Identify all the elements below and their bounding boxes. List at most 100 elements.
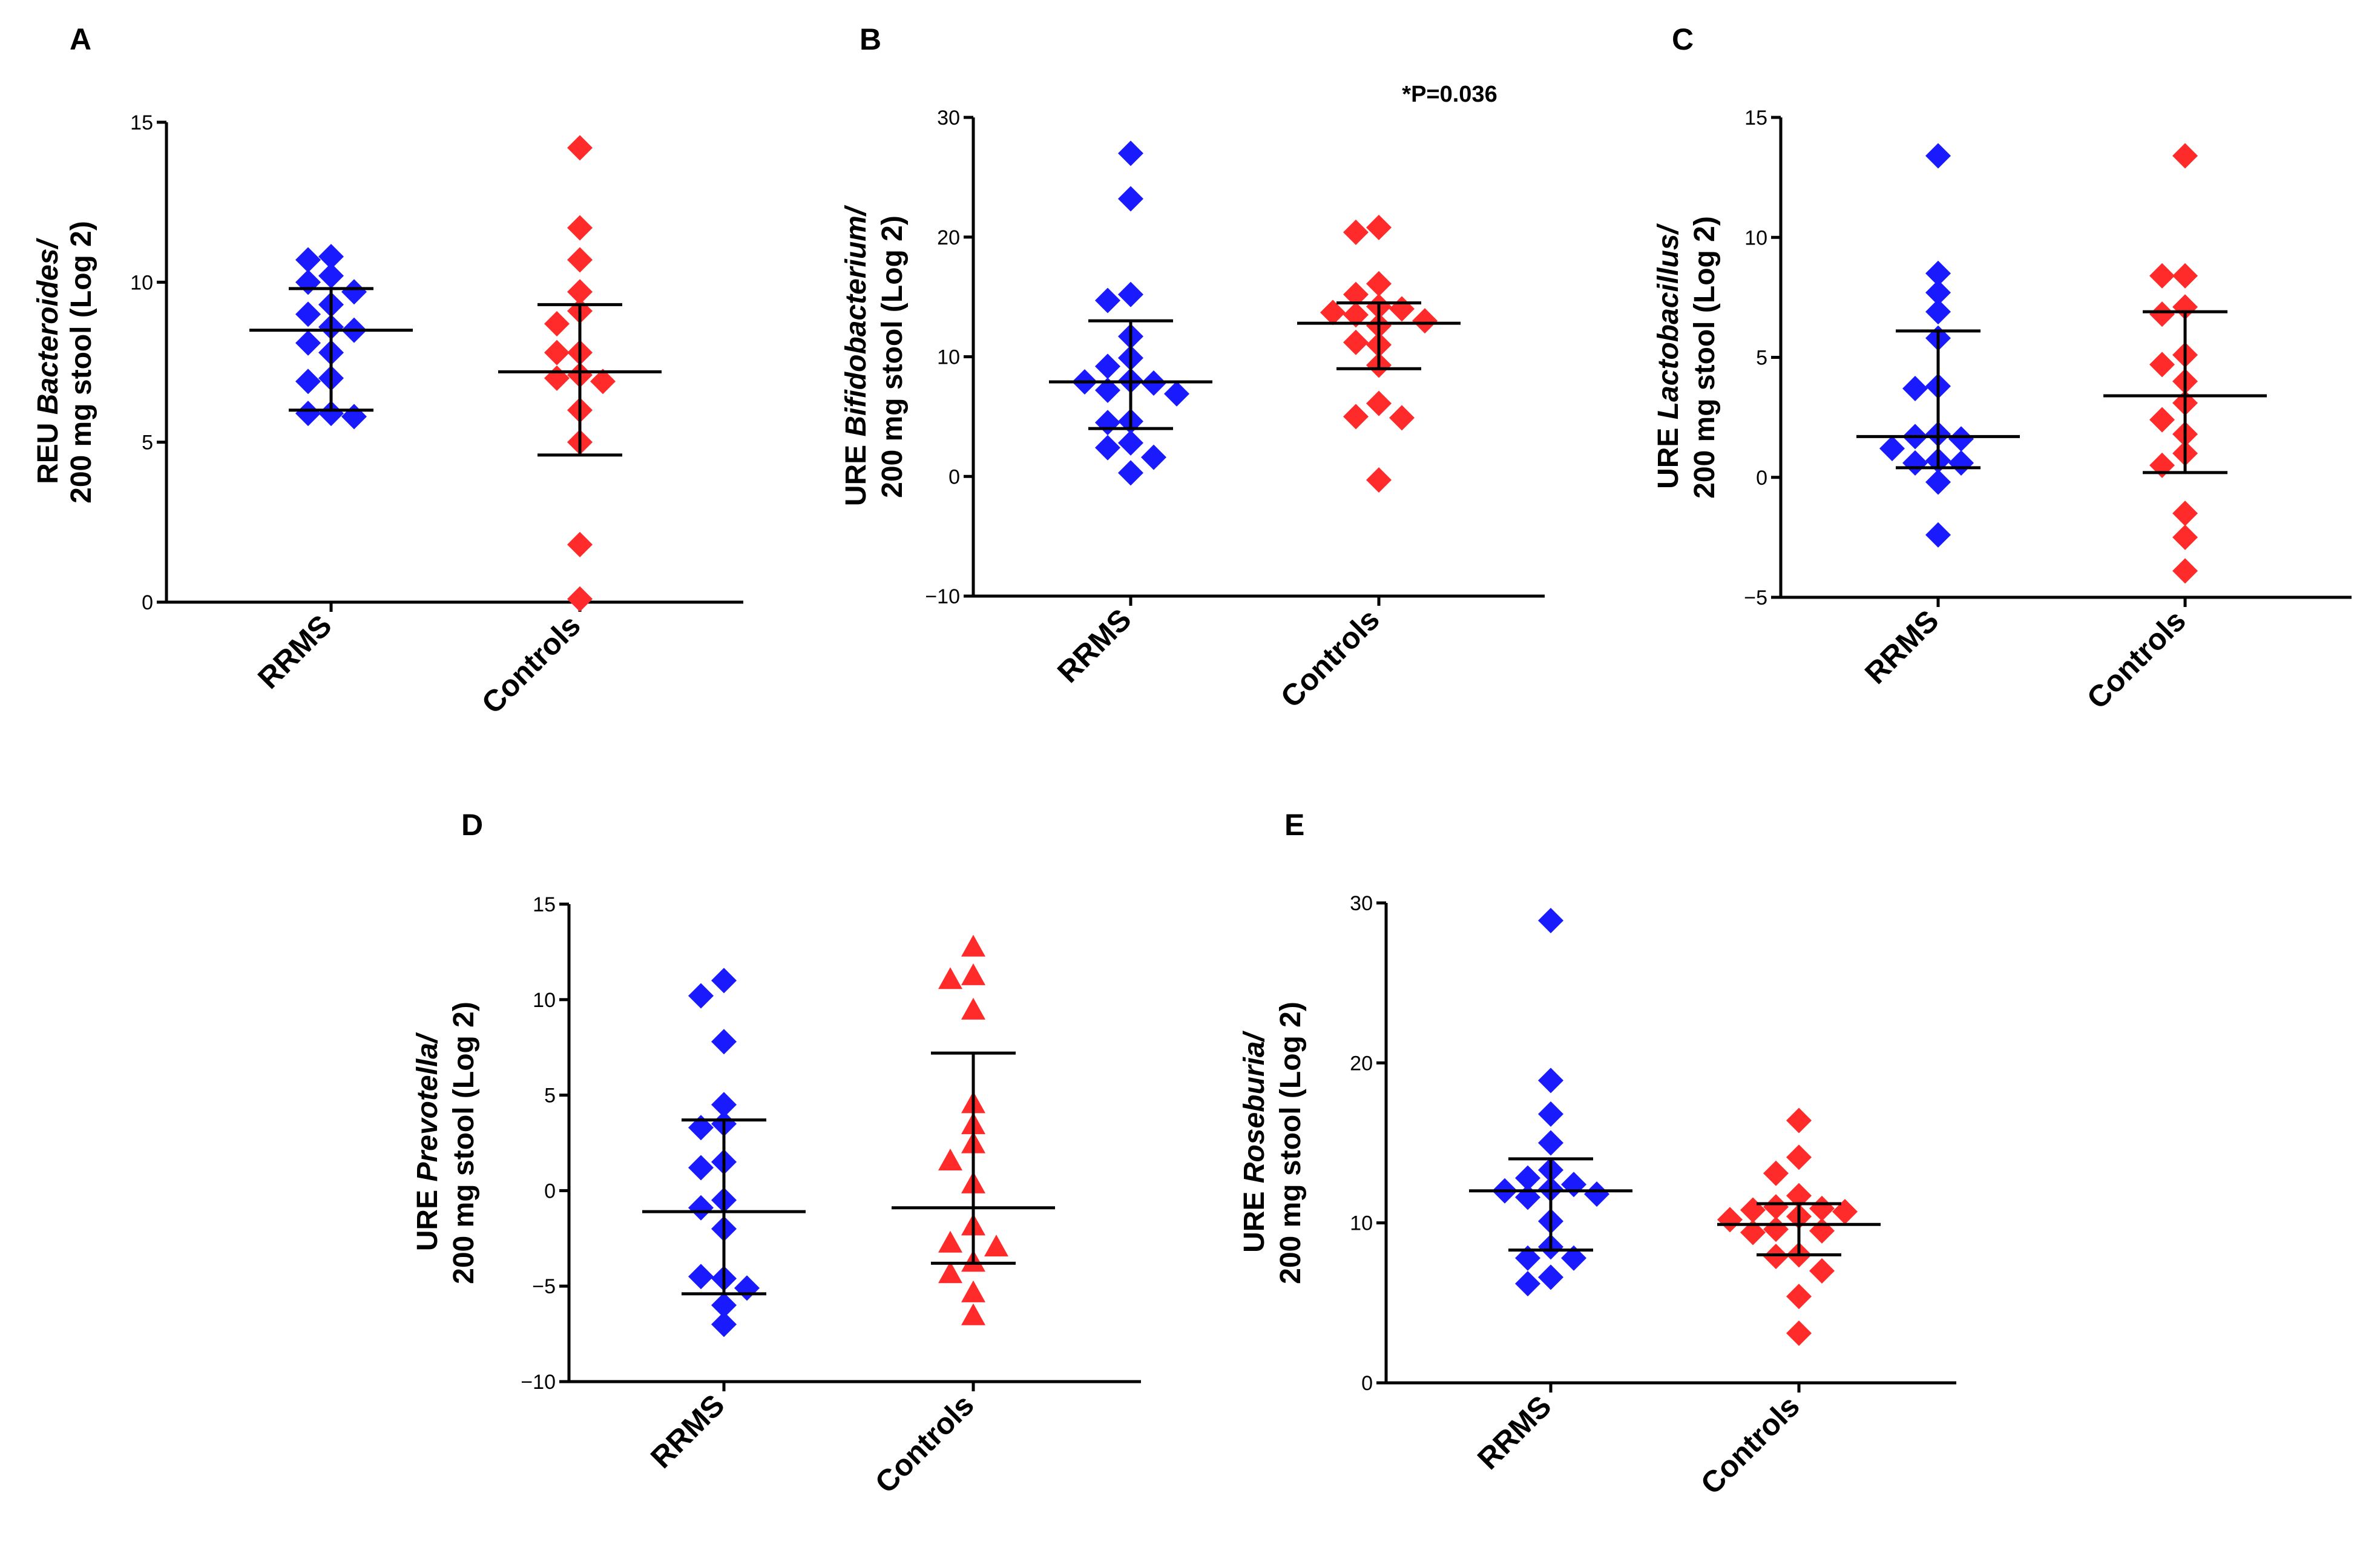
series-controls — [1717, 1107, 1881, 1347]
data-point — [1538, 1264, 1563, 1290]
data-point — [2149, 263, 2175, 289]
y-tick-label: 15 — [1744, 107, 1767, 130]
y-axis-label-prefix: URE — [1238, 1183, 1271, 1253]
data-point — [1164, 381, 1189, 407]
panel-c: C −5 0 5 10 15 RRMS Controls URE Lactobacillus/2… — [1652, 22, 2352, 715]
data-point — [1095, 435, 1120, 461]
data-point — [1538, 908, 1563, 934]
data-point — [711, 1092, 737, 1118]
x-category-label: Controls — [869, 1388, 981, 1500]
data-point — [2172, 524, 2198, 550]
series-rrms — [249, 244, 413, 430]
data-point — [1786, 1321, 1812, 1347]
data-point — [1786, 1183, 1812, 1209]
data-point — [295, 330, 321, 356]
data-point — [2149, 352, 2175, 378]
series-controls — [498, 135, 662, 612]
series-controls — [2103, 143, 2267, 584]
data-point — [938, 1261, 962, 1284]
data-point — [2172, 263, 2198, 289]
significance-annotation: *P=0.036 — [1402, 82, 1497, 107]
y-axis-label-line1: URE Bifidobacterium/ — [840, 205, 872, 506]
y-axis-label-taxon: Prevotella/ — [412, 1032, 444, 1181]
data-point — [711, 968, 737, 994]
panel-label: D — [461, 808, 483, 842]
y-tick-label: −10 — [521, 1371, 556, 1394]
data-point — [341, 279, 367, 305]
data-point — [688, 1264, 714, 1290]
y-axis-label-line1: URE Roseburia/ — [1238, 1030, 1271, 1252]
data-point — [1925, 143, 1951, 169]
y-axis-label-taxon: Roseburia/ — [1238, 1030, 1271, 1183]
y-tick-label: 0 — [948, 465, 960, 488]
data-point — [1515, 1165, 1540, 1191]
data-point — [1389, 296, 1415, 322]
data-point — [1366, 214, 1392, 240]
data-point — [295, 401, 321, 427]
y-tick-label: 30 — [937, 107, 960, 130]
data-point — [1809, 1195, 1835, 1221]
series-controls — [1297, 214, 1461, 493]
data-point — [567, 279, 593, 305]
y-axis-label-prefix: URE — [840, 437, 872, 507]
data-point — [1366, 467, 1392, 493]
data-point — [295, 369, 321, 395]
data-point — [1095, 353, 1120, 379]
series-rrms — [642, 968, 806, 1337]
panel-label: A — [70, 22, 91, 56]
y-axis-label-taxon: Bifidobacterium/ — [840, 205, 872, 436]
data-point — [318, 401, 344, 427]
data-point — [1515, 1184, 1540, 1210]
data-point — [1584, 1181, 1609, 1207]
data-point — [1925, 522, 1951, 548]
data-point — [1343, 404, 1369, 430]
y-tick-label: 15 — [130, 111, 153, 134]
series-rrms — [1469, 908, 1632, 1297]
data-point — [1515, 1245, 1540, 1271]
data-point — [318, 263, 344, 289]
data-point — [688, 1155, 714, 1181]
panel-a: A 0 5 10 15 RRMS Controls REU Bacteroides/200 m… — [32, 22, 743, 720]
data-point — [1118, 460, 1143, 486]
series-controls — [892, 934, 1055, 1325]
x-category-label: RRMS — [644, 1388, 731, 1475]
data-point — [734, 1275, 760, 1301]
data-point — [1538, 1101, 1563, 1127]
data-point — [1925, 469, 1951, 495]
data-point — [1786, 1107, 1812, 1134]
data-point — [567, 531, 593, 557]
y-tick-label: −5 — [1744, 586, 1767, 609]
data-point — [544, 340, 570, 366]
data-point — [1902, 376, 1928, 402]
y-tick-label: 10 — [533, 989, 556, 1012]
data-point — [984, 1235, 1008, 1257]
data-point — [938, 1149, 962, 1171]
data-point — [1925, 280, 1951, 306]
data-point — [711, 1029, 737, 1055]
data-point — [1412, 308, 1438, 334]
data-point — [2149, 407, 2175, 433]
data-point — [1118, 281, 1143, 307]
y-axis-label-line2: 200 mg stool (Log 2) — [876, 215, 909, 498]
data-point — [1343, 329, 1369, 355]
data-point — [1366, 271, 1392, 297]
data-point — [1118, 430, 1143, 456]
data-point — [1343, 281, 1369, 307]
data-point — [1740, 1219, 1766, 1245]
y-axis-label-line1: URE Lactobacillus/ — [1652, 223, 1685, 488]
panel-d: D −10 −5 0 5 10 15 RRMS Controls URE Prevotella/2… — [412, 808, 1141, 1500]
data-point — [1902, 450, 1928, 476]
y-axis-label-line2: 200 mg stool (Log 2) — [65, 221, 97, 504]
data-point — [544, 311, 570, 337]
y-axis-label-line1: REU Bacteroides/ — [32, 237, 64, 484]
data-point — [1095, 410, 1120, 436]
data-point — [341, 404, 367, 430]
data-point — [2172, 500, 2198, 527]
data-point — [1786, 1284, 1812, 1310]
data-point — [1925, 260, 1951, 286]
y-tick-label: 30 — [1350, 892, 1373, 915]
x-category-label: Controls — [2080, 603, 2192, 715]
data-point — [295, 301, 321, 327]
data-point — [1763, 1194, 1789, 1220]
